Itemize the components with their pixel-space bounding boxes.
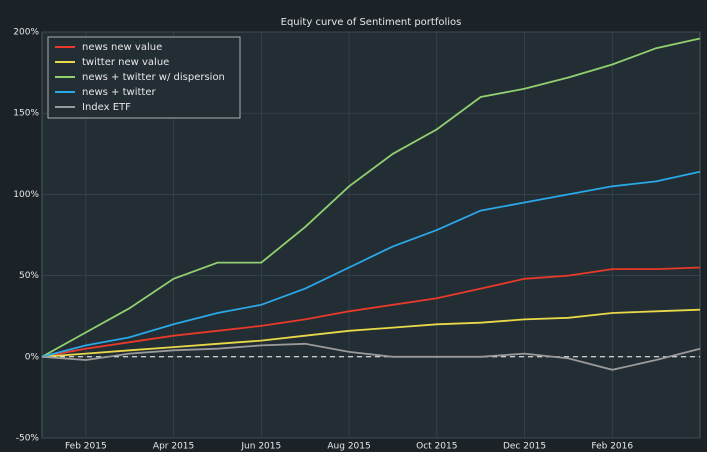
legend-label: news + twitter w/ dispersion (82, 72, 225, 83)
y-tick-label: 0% (25, 352, 40, 362)
y-tick-label: 200% (13, 28, 39, 38)
x-tick-label: Feb 2016 (591, 442, 633, 452)
x-tick-label: Jun 2015 (240, 442, 281, 452)
y-tick-label: 50% (19, 271, 39, 281)
series-line (41, 308, 701, 358)
legend-label: news new value (82, 42, 162, 53)
series-line (41, 266, 701, 358)
legend-label: twitter new value (82, 57, 169, 68)
y-tick-label: -50% (16, 434, 40, 444)
legend: news new value twitter new value news + tw… (47, 36, 241, 119)
legend-label: Index ETF (82, 102, 131, 113)
y-tick-label: 150% (13, 109, 39, 119)
x-tick-label: Oct 2015 (416, 442, 457, 452)
chart-title: Equity curve of Sentiment portfolios (281, 17, 462, 28)
series-line (41, 37, 701, 358)
x-tick-label: Feb 2015 (65, 442, 107, 452)
x-tick-label: Aug 2015 (327, 442, 370, 452)
series-line (41, 342, 701, 371)
legend-box (47, 36, 241, 119)
x-tick-label: Apr 2015 (153, 442, 194, 452)
y-tick-label: 100% (13, 190, 39, 200)
legend-label: news + twitter (82, 87, 156, 98)
series-line (41, 170, 701, 358)
x-tick-label: Dec 2015 (503, 442, 546, 452)
